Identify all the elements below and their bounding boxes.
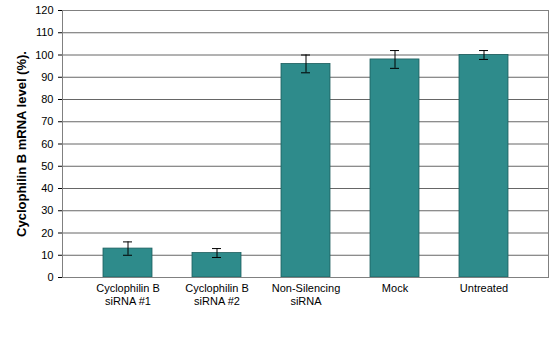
- svg-text:10: 10: [41, 249, 53, 261]
- svg-text:90: 90: [41, 71, 53, 83]
- svg-text:40: 40: [41, 182, 53, 194]
- svg-text:Non-SilencingsiRNA: Non-SilencingsiRNA: [272, 282, 340, 307]
- svg-text:Mock: Mock: [382, 282, 409, 294]
- svg-text:20: 20: [41, 227, 53, 239]
- svg-text:50: 50: [41, 160, 53, 172]
- svg-text:110: 110: [36, 26, 54, 38]
- svg-text:Cyclophilin BsiRNA #1: Cyclophilin BsiRNA #1: [96, 282, 160, 307]
- svg-text:100: 100: [35, 49, 53, 61]
- svg-text:70: 70: [41, 115, 53, 127]
- svg-text:Cyclophilin B mRNA level (%).: Cyclophilin B mRNA level (%).: [14, 51, 29, 237]
- svg-text:Untreated: Untreated: [460, 282, 508, 294]
- svg-text:120: 120: [35, 4, 53, 16]
- svg-text:80: 80: [41, 93, 53, 105]
- svg-text:Cyclophilin BsiRNA #2: Cyclophilin BsiRNA #2: [185, 282, 249, 307]
- svg-text:30: 30: [41, 204, 53, 216]
- svg-text:0: 0: [47, 271, 53, 283]
- svg-text:60: 60: [41, 138, 53, 150]
